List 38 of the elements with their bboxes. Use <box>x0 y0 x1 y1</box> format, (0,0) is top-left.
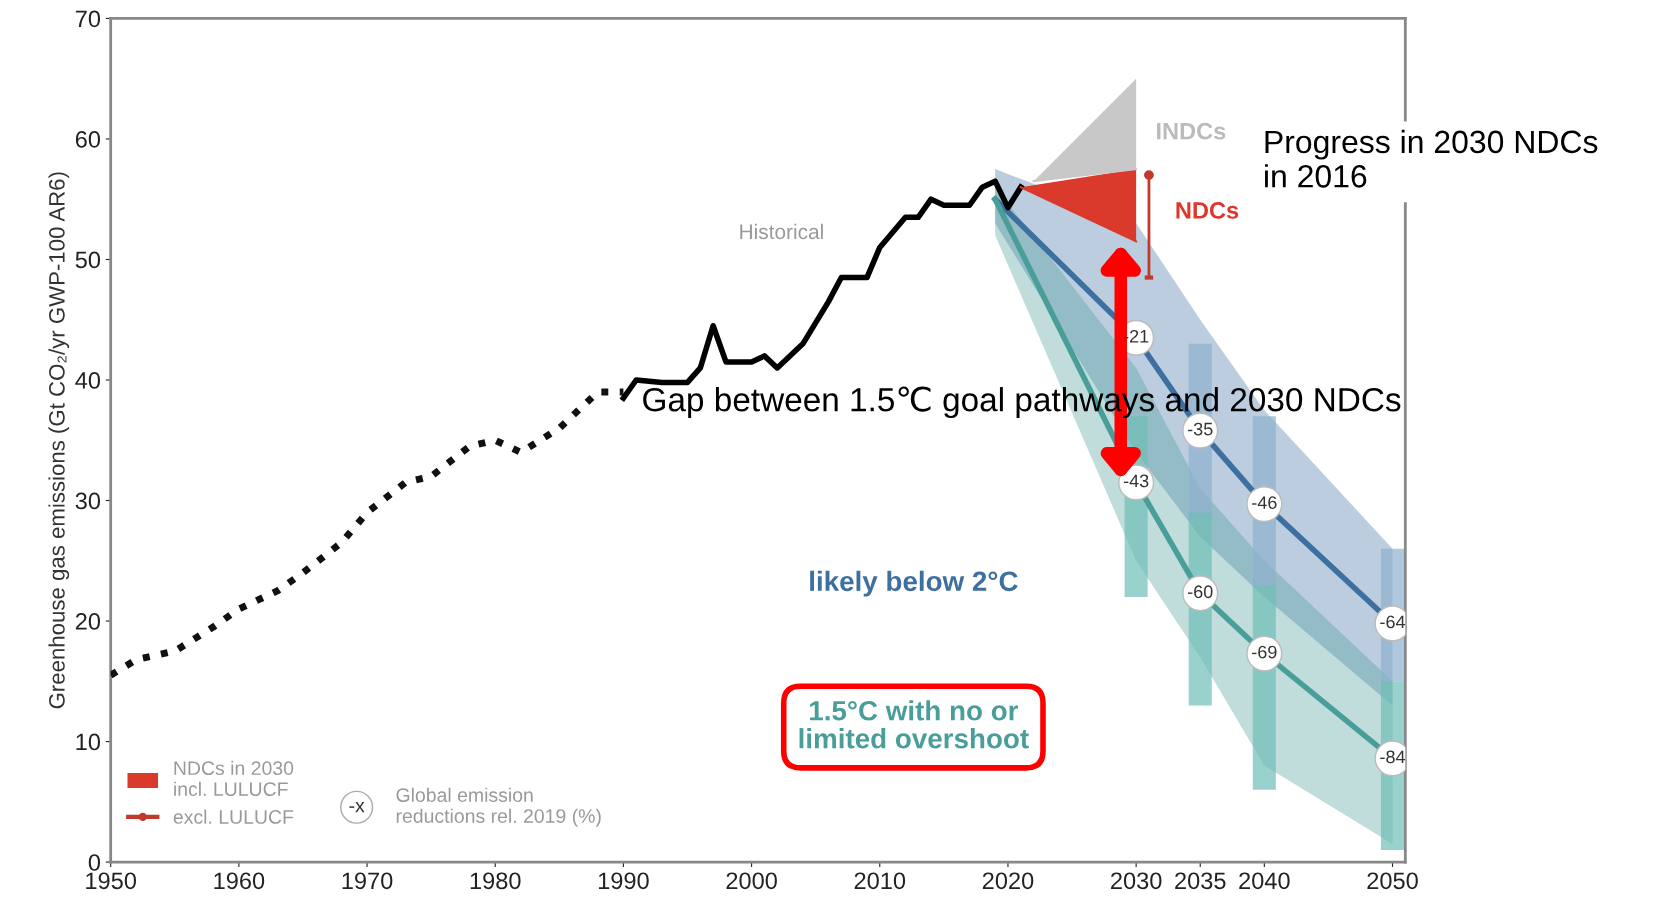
y-tick-label: 50 <box>75 251 101 269</box>
text: likely below 2°C <box>810 570 1018 597</box>
y-tick-label: 20 <box>75 613 101 630</box>
legend-label: NDCs in 2030 incl. LULUCF <box>174 760 294 797</box>
y-axis-title: Greenhouse gas emissions (Gt CO₂/yr GWP-100 AR6) <box>48 172 70 709</box>
annotation: -35 <box>1187 422 1213 436</box>
x-tick-label: 2030 <box>1111 872 1162 890</box>
y-tick-label: 30 <box>75 492 101 510</box>
y-tick-label: 60 <box>75 131 101 148</box>
annotation: -64 <box>1380 615 1406 629</box>
annotation: NDCs <box>1176 202 1239 219</box>
x-tick-label: 1950 <box>86 872 137 890</box>
y-tick-label: 70 <box>75 10 101 28</box>
annotation: -43 <box>1123 474 1149 488</box>
legend-label: excl. LULUCF <box>173 809 294 824</box>
x-tick-label: 2050 <box>1367 872 1418 890</box>
annotation: -x <box>349 801 365 813</box>
x-tick-label: 1990 <box>598 872 649 890</box>
annotation: -60 <box>1187 585 1213 599</box>
x-tick-label: 1970 <box>342 872 393 890</box>
annotation: Global emission reductions rel. 2019 (%) <box>396 787 601 827</box>
annotation: INDCs <box>1157 122 1226 140</box>
x-tick-label: 1980 <box>470 872 521 890</box>
x-tick-label: 1960 <box>214 872 265 890</box>
annotation: -46 <box>1252 496 1277 509</box>
x-tick-label: 2020 <box>982 872 1034 890</box>
x-tick-label: 2035 <box>1175 872 1226 890</box>
y-tick-label: 0 <box>88 854 101 871</box>
annotation: Historical <box>740 223 823 240</box>
y-tick-label: 10 <box>76 733 101 751</box>
annotation: -84 <box>1380 750 1406 764</box>
text: 1.5°C with no or limited overshoot <box>799 700 1029 749</box>
annotation: Progress in 2030 NDCs in 2016 <box>1265 129 1598 188</box>
x-tick-label: 2040 <box>1239 872 1290 890</box>
y-tick-label: 40 <box>75 372 101 389</box>
x-tick-label: 2010 <box>854 872 906 890</box>
annotation: -69 <box>1252 645 1277 659</box>
x-tick-label: 2000 <box>726 872 777 890</box>
